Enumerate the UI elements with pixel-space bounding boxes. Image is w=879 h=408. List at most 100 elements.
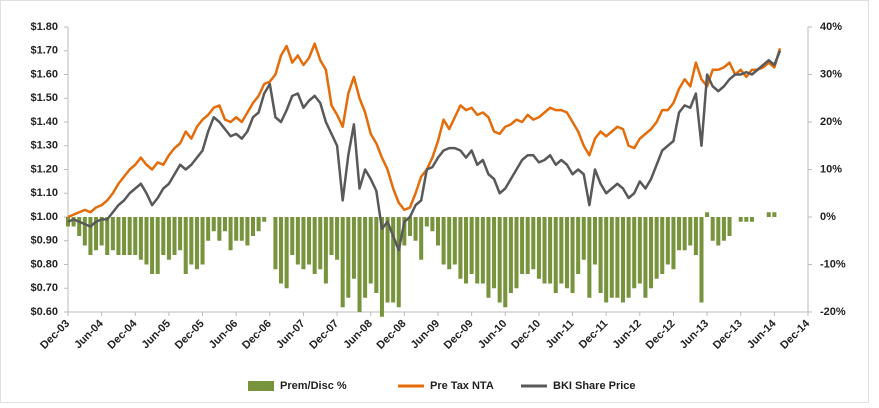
bar: [161, 217, 166, 255]
bar: [234, 217, 239, 241]
bar: [480, 217, 485, 284]
y-tick-label: $0.80: [30, 258, 58, 270]
bar: [189, 217, 194, 265]
bar: [424, 217, 429, 227]
bar: [564, 217, 569, 289]
bar: [671, 217, 676, 270]
bar: [727, 217, 732, 236]
bar: [340, 217, 345, 308]
x-tick-label: Dec-13: [711, 318, 745, 352]
x-tick-label: Dec-14: [778, 317, 813, 352]
bar: [716, 217, 721, 246]
bar: [654, 217, 659, 279]
bar: [71, 217, 76, 227]
x-tick-label: Dec-06: [240, 318, 274, 352]
bar: [295, 217, 300, 265]
bar: [413, 217, 418, 241]
x-tick-label: Dec-10: [509, 318, 543, 352]
y-tick-label: $1.20: [30, 163, 58, 175]
bar: [553, 217, 558, 293]
bar: [256, 217, 261, 232]
y2-tick-label: -10%: [820, 258, 846, 270]
bar: [312, 217, 317, 274]
bar: [133, 217, 138, 255]
bar: [262, 217, 267, 222]
bar: [464, 217, 469, 284]
bar: [682, 217, 687, 251]
bar: [766, 212, 771, 217]
x-tick-label: Jun-07: [274, 318, 308, 352]
bar: [486, 217, 491, 298]
bar: [391, 217, 396, 303]
bar: [592, 217, 597, 265]
y2-tick-label: 30%: [820, 68, 842, 80]
bar: [744, 217, 749, 222]
bar: [548, 217, 553, 284]
bar: [110, 217, 115, 251]
bar: [660, 217, 665, 274]
bar: [155, 217, 160, 274]
y-tick-label: $1.40: [30, 116, 58, 128]
x-tick-label: Jun-12: [610, 318, 644, 352]
bar: [609, 217, 614, 298]
bar: [559, 217, 564, 284]
bar: [749, 217, 754, 222]
frame: [0, 0, 869, 403]
bar: [178, 217, 183, 251]
bar: [419, 217, 424, 260]
x-tick-label: Jun-04: [72, 317, 106, 351]
bar: [144, 217, 149, 265]
bar: [637, 217, 642, 284]
bar: [307, 217, 312, 265]
x-tick-label: Jun-13: [678, 318, 712, 352]
bar: [615, 217, 620, 298]
bar: [396, 217, 401, 308]
y-tick-label: $1.30: [30, 140, 58, 152]
bar: [335, 217, 340, 260]
legend-swatch: [248, 381, 274, 391]
x-tick-label: Jun-10: [476, 318, 510, 352]
bar: [649, 217, 654, 289]
bar: [705, 212, 710, 217]
bar: [738, 217, 743, 222]
bar: [374, 217, 379, 293]
bar: [122, 217, 127, 255]
bar: [245, 217, 250, 246]
bar: [183, 217, 188, 274]
line: [67, 42, 782, 219]
bar: [284, 217, 289, 289]
bar: [88, 217, 93, 255]
bar: [402, 217, 407, 246]
bar: [228, 217, 233, 251]
y2-tick-label: 10%: [820, 163, 842, 175]
y-tick-label: $0.60: [30, 306, 58, 318]
y2-tick-label: 20%: [820, 116, 842, 128]
bar: [222, 217, 227, 232]
bar: [368, 217, 373, 284]
bar: [211, 217, 216, 232]
bar: [329, 217, 334, 255]
y2-tick-label: 40%: [820, 21, 842, 33]
x-tick-label: Dec-04: [105, 317, 140, 352]
bar: [351, 217, 356, 279]
x-tick-label: Jun-06: [207, 318, 241, 352]
bar: [503, 217, 508, 308]
x-tick-label: Jun-14: [745, 317, 779, 351]
bar: [587, 217, 592, 298]
bar: [536, 217, 541, 279]
bar: [94, 217, 99, 251]
bar: [525, 217, 530, 274]
legend-label: Pre Tax NTA: [430, 380, 494, 392]
bar: [441, 217, 446, 265]
bar: [520, 217, 525, 274]
bar: [492, 217, 497, 289]
y-tick-label: $0.70: [30, 282, 58, 294]
bar: [710, 217, 715, 241]
bar: [581, 217, 586, 260]
bar: [693, 217, 698, 255]
bar: [531, 217, 536, 270]
y-tick-label: $0.90: [30, 235, 58, 247]
x-tick-label: Dec-09: [442, 318, 476, 352]
y-tick-label: $1.50: [30, 92, 58, 104]
bar: [604, 217, 609, 303]
